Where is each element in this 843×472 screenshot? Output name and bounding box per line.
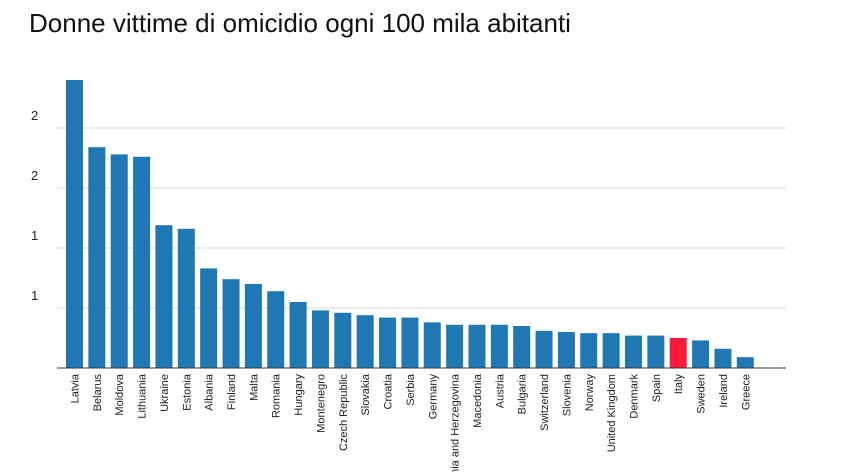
bar-belarus [88, 147, 106, 368]
bar-romania [267, 291, 285, 368]
x-category-label: Norway [584, 374, 596, 412]
bar-austria [490, 324, 508, 368]
bar-bosnia-and-herzegovina [446, 324, 464, 368]
x-category-label: Switzerland [539, 374, 551, 431]
x-category-label: Moldova [114, 373, 126, 415]
x-category-label: Ireland [718, 374, 730, 408]
bar-montenegro [311, 310, 329, 368]
bar-bulgaria [513, 326, 531, 368]
bar-slovenia [557, 332, 575, 368]
x-category-label: Croatia [383, 373, 395, 409]
chart-title: Donne vittime di omicidio ogni 100 mila … [29, 8, 571, 38]
bars [66, 80, 754, 368]
x-category-label: Serbia [405, 373, 417, 406]
x-category-label: Lithuania [137, 373, 149, 419]
bar-croatia [379, 317, 397, 368]
bar-italy [669, 338, 687, 368]
x-category-label: Denmark [629, 374, 641, 419]
x-category-label: Sweden [696, 374, 708, 414]
x-category-label: Montenegro [315, 374, 327, 433]
x-category-label: Romania [271, 373, 283, 418]
bar-malta [244, 284, 262, 368]
bar-hungary [289, 302, 307, 368]
bar-germany [423, 322, 441, 368]
x-category-label: Bosnia and Herzegovina [450, 373, 462, 472]
x-category-label: Albania [204, 373, 216, 411]
bar-estonia [177, 228, 195, 368]
x-category-label: Latvia [70, 373, 82, 403]
bar-ukraine [155, 225, 173, 368]
bar-slovakia [356, 315, 374, 368]
x-category-label: United Kingdom [606, 374, 618, 452]
bar-albania [200, 268, 218, 368]
bar-norway [580, 333, 598, 368]
x-category-label: Greece [740, 374, 752, 410]
x-category-label: Slovenia [561, 373, 573, 416]
x-category-label: Austria [494, 373, 506, 408]
bar-czech-republic [334, 312, 352, 368]
x-category-label: Germany [427, 374, 439, 420]
bar-greece [736, 357, 754, 368]
y-tick-label: 1 [31, 228, 38, 243]
x-category-label: Macedonia [472, 373, 484, 428]
y-axis-tick-labels: 1 1 2 2 [31, 108, 38, 303]
y-tick-label: 2 [31, 168, 38, 183]
x-category-label: Finland [226, 374, 238, 410]
x-category-label: Hungary [293, 374, 305, 416]
bar-switzerland [535, 330, 553, 368]
x-category-label: Slovakia [360, 373, 372, 415]
x-category-label: Spain [651, 374, 663, 402]
bar-denmark [625, 335, 642, 368]
bar-serbia [401, 317, 419, 368]
bar-united-kingdom [602, 333, 620, 368]
y-tick-label: 1 [31, 288, 38, 303]
bar-ireland [714, 348, 732, 368]
x-axis-category-labels: Latvia Belarus Moldova Lithuania Ukraine Esto… [70, 373, 753, 472]
x-category-label: Belarus [92, 374, 104, 412]
bar-macedonia [468, 324, 486, 368]
x-category-label: Czech Republic [338, 374, 350, 452]
x-category-label: Estonia [181, 373, 193, 411]
bar-finland [222, 279, 240, 368]
bar-moldova [110, 154, 128, 368]
y-tick-label: 2 [31, 108, 38, 123]
bar-lithuania [133, 156, 151, 368]
x-category-label: Ukraine [159, 374, 171, 412]
bar-sweden [692, 340, 710, 368]
x-category-label: Bulgaria [517, 373, 529, 414]
x-category-label: Italy [673, 374, 685, 395]
bar-latvia [66, 80, 83, 368]
bar-spain [647, 335, 665, 368]
x-category-label: Malta [248, 373, 260, 401]
